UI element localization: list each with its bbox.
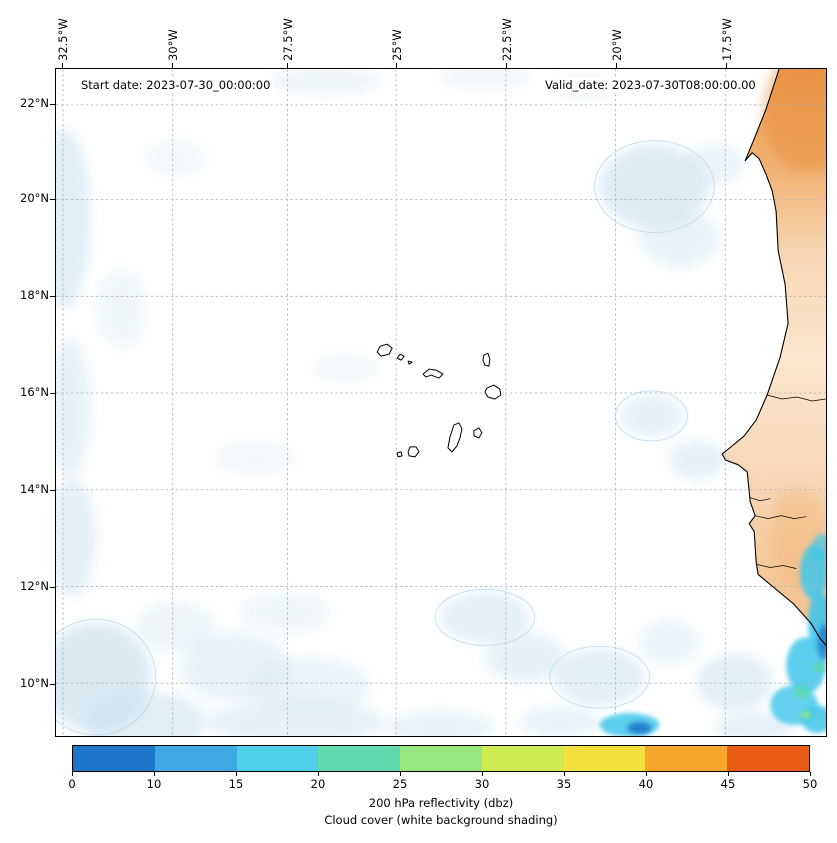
lon-tick-label: 17.5°W — [720, 18, 734, 61]
lat-tick-mark — [50, 296, 55, 297]
colorbar-segment — [236, 746, 319, 771]
lon-tick-mark — [726, 63, 727, 68]
lon-tick-label: 32.5°W — [56, 18, 70, 61]
colorbar-tick-mark — [154, 772, 155, 776]
lat-tick-mark — [50, 393, 55, 394]
colorbar-tick-mark — [728, 772, 729, 776]
colorbar-segment — [563, 746, 646, 771]
colorbar-segment — [154, 746, 237, 771]
colorbar-tick-label: 45 — [720, 777, 736, 791]
map-canvas — [56, 69, 826, 736]
gridlines — [56, 69, 826, 736]
lon-tick-label: 27.5°W — [281, 18, 295, 61]
lat-tick-label: 20°N — [20, 191, 49, 205]
colorbar-tick-label: 40 — [638, 777, 654, 791]
lat-tick-label: 14°N — [20, 482, 49, 496]
lon-tick-label: 22.5°W — [500, 18, 514, 61]
colorbar-tick-label: 20 — [310, 777, 326, 791]
lat-tick-label: 10°N — [20, 676, 49, 690]
colorbar-tick-mark — [400, 772, 401, 776]
coastline — [721, 69, 826, 646]
colorbar-tick-mark — [646, 772, 647, 776]
colorbar-tick-mark — [810, 772, 811, 776]
colorbar-tick-mark — [482, 772, 483, 776]
valid-date-label: Valid_date: 2023-07-30T08:00:00.00 — [542, 77, 759, 93]
lon-tick-label: 30°W — [166, 29, 180, 61]
lon-tick-mark — [506, 63, 507, 68]
lat-tick-mark — [50, 104, 55, 105]
colorbar-tick-label: 30 — [474, 777, 490, 791]
lon-tick-mark — [396, 63, 397, 68]
cloud-contours — [56, 140, 715, 736]
lat-tick-mark — [50, 199, 55, 200]
lon-tick-mark — [287, 63, 288, 68]
lat-tick-label: 22°N — [20, 96, 49, 110]
colorbar-title: 200 hPa reflectivity (dbz) — [368, 796, 514, 810]
start-date-label: Start date: 2023-07-30_00:00:00 — [78, 77, 274, 93]
colorbar-tick-mark — [564, 772, 565, 776]
lat-tick-label: 12°N — [20, 579, 49, 593]
colorbar-segment — [73, 746, 155, 771]
colorbar-tick-label: 0 — [68, 777, 76, 791]
lon-tick-mark — [172, 63, 173, 68]
lon-tick-mark — [62, 63, 63, 68]
lat-tick-mark — [50, 587, 55, 588]
colorbar-tick-label: 15 — [228, 777, 244, 791]
lat-tick-label: 18°N — [20, 288, 49, 302]
lat-tick-label: 16°N — [20, 385, 49, 399]
colorbar-segment — [645, 746, 728, 771]
map-plot-area: Start date: 2023-07-30_00:00:00 Valid_da… — [55, 68, 827, 737]
colorbar-segment — [727, 746, 810, 771]
colorbar-subtitle: Cloud cover (white background shading) — [324, 813, 558, 827]
lat-tick-mark — [50, 490, 55, 491]
colorbar-tick-mark — [236, 772, 237, 776]
rivers — [749, 394, 826, 569]
colorbar-tick-label: 35 — [556, 777, 572, 791]
cape-verde-islands — [376, 343, 502, 458]
colorbar-tick-mark — [72, 772, 73, 776]
lon-tick-label: 25°W — [390, 29, 404, 61]
colorbar — [72, 745, 810, 772]
colorbar-tick-mark — [318, 772, 319, 776]
lon-tick-label: 20°W — [610, 29, 624, 61]
colorbar-tick-label: 50 — [802, 777, 818, 791]
colorbar-segment — [318, 746, 401, 771]
colorbar-segment — [400, 746, 482, 771]
cloud-shading — [56, 69, 826, 736]
colorbar-tick-label: 10 — [146, 777, 162, 791]
lat-tick-mark — [50, 684, 55, 685]
colorbar-tick-label: 25 — [392, 777, 408, 791]
colorbar-segment — [481, 746, 564, 771]
lon-tick-mark — [616, 63, 617, 68]
